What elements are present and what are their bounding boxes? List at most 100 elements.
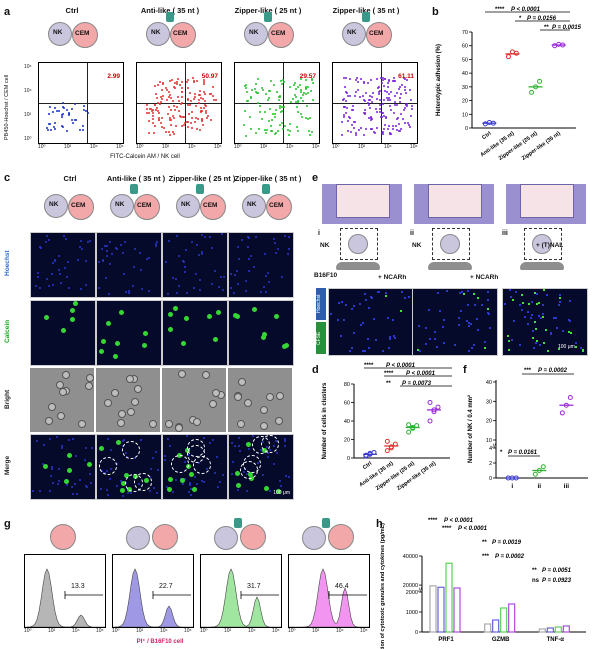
calcein-dot bbox=[235, 471, 241, 477]
data-point bbox=[486, 120, 492, 126]
hoechst-dot bbox=[221, 233, 224, 236]
hoechst-dot bbox=[466, 319, 469, 322]
flow-dot bbox=[293, 83, 296, 86]
flow-dot bbox=[81, 125, 84, 128]
hoechst-dot bbox=[484, 341, 487, 344]
sig-pvalue: P = 0.0002 bbox=[538, 368, 568, 374]
flow-dot bbox=[307, 117, 310, 120]
c-column-title: Anti-like ( 35 nt ) bbox=[106, 174, 166, 183]
micrograph bbox=[162, 434, 228, 500]
bright-cell bbox=[45, 416, 54, 425]
micrograph: 100 μm bbox=[228, 434, 294, 500]
flow-dot bbox=[203, 79, 206, 82]
flow-dot bbox=[365, 127, 368, 130]
flow-dot bbox=[374, 108, 377, 111]
panel-label-b: b bbox=[432, 6, 439, 18]
calcein-dot bbox=[142, 343, 148, 349]
a-column-title: Zipper-like ( 25 nt ) bbox=[234, 6, 302, 15]
flow-dot bbox=[203, 90, 206, 93]
flow-dot bbox=[405, 79, 408, 82]
flow-dot bbox=[188, 112, 190, 115]
flow-dot bbox=[155, 106, 158, 109]
flow-dot bbox=[384, 123, 387, 126]
calcein-dot bbox=[105, 321, 111, 327]
hoechst-dot bbox=[488, 312, 491, 315]
hoechst-dot bbox=[201, 253, 204, 256]
bright-cell bbox=[84, 382, 93, 391]
hoechst-dot bbox=[202, 437, 205, 440]
hoechst-dot bbox=[477, 328, 480, 331]
hoechst-dot bbox=[575, 342, 578, 345]
flow-dot bbox=[399, 128, 402, 131]
hoechst-dot bbox=[51, 468, 54, 471]
flow-dot bbox=[394, 101, 397, 104]
flow-dot bbox=[181, 116, 184, 119]
hoechst-dot bbox=[147, 289, 150, 292]
flow-dot bbox=[151, 115, 154, 118]
y-tick-label: 40 bbox=[344, 419, 350, 425]
calcein-dot bbox=[189, 471, 195, 477]
x-tick: 10⁴ bbox=[336, 628, 344, 634]
hoechst-dot bbox=[265, 291, 268, 294]
nk-cell-icon bbox=[302, 526, 326, 550]
e-nk-label: NK bbox=[412, 242, 422, 249]
flow-dot bbox=[71, 121, 74, 124]
flow-dot bbox=[390, 108, 393, 111]
flow-dot bbox=[78, 128, 81, 131]
cem-cell-label: CEM bbox=[71, 202, 86, 209]
flow-dot bbox=[408, 124, 411, 127]
flow-dot bbox=[198, 101, 201, 104]
hoechst-dot bbox=[188, 490, 191, 493]
sig-stars: * bbox=[500, 450, 503, 456]
flow-dot bbox=[156, 97, 159, 100]
flow-dot bbox=[301, 99, 304, 102]
flow-dot bbox=[258, 110, 261, 113]
micrograph bbox=[30, 368, 94, 432]
flow-dot bbox=[405, 104, 408, 107]
flow-dot bbox=[158, 118, 161, 121]
data-point bbox=[540, 464, 546, 470]
hoechst-dot bbox=[267, 280, 270, 283]
flow-dot bbox=[264, 128, 267, 131]
flow-dot bbox=[62, 125, 65, 128]
cluster-circle bbox=[133, 472, 152, 491]
hoechst-dot bbox=[211, 246, 214, 249]
hoechst-dot bbox=[251, 435, 254, 438]
hoechst-dot bbox=[71, 492, 74, 495]
flow-dot bbox=[171, 114, 174, 117]
positive-percent: 31.7 bbox=[247, 583, 261, 590]
flow-dot bbox=[46, 129, 49, 132]
hoechst-dot bbox=[156, 468, 159, 471]
y-tick-label: 20 bbox=[486, 419, 492, 425]
flow-dot bbox=[163, 126, 166, 129]
hoechst-dot bbox=[36, 271, 39, 274]
hoechst-dot bbox=[281, 275, 284, 278]
flow-dot bbox=[403, 77, 406, 80]
flow-dot bbox=[160, 97, 163, 100]
calcein-dot bbox=[180, 340, 186, 346]
flow-dot bbox=[153, 132, 156, 135]
flow-dot bbox=[275, 132, 278, 135]
hoechst-dot bbox=[266, 456, 269, 459]
flow-dot bbox=[51, 111, 54, 114]
flow-dot bbox=[387, 127, 390, 130]
flow-dot bbox=[311, 130, 314, 133]
nk-cell-icon bbox=[532, 234, 552, 254]
flow-dot bbox=[396, 118, 399, 121]
flow-dot bbox=[181, 95, 184, 98]
hoechst-dot bbox=[109, 448, 112, 451]
flow-dot bbox=[304, 116, 307, 119]
bright-cell bbox=[165, 419, 174, 428]
flow-dot bbox=[361, 94, 364, 97]
hoechst-dot bbox=[274, 251, 277, 254]
flow-dot bbox=[376, 111, 379, 114]
flow-dot bbox=[151, 122, 154, 125]
micrograph bbox=[228, 368, 292, 432]
hoechst-dot bbox=[513, 319, 516, 322]
hoechst-dot bbox=[146, 258, 149, 260]
flow-dot bbox=[83, 105, 86, 108]
flow-dot bbox=[186, 97, 189, 100]
hoechst-dot bbox=[190, 494, 193, 497]
bar bbox=[445, 562, 453, 633]
flow-dot bbox=[186, 120, 189, 123]
